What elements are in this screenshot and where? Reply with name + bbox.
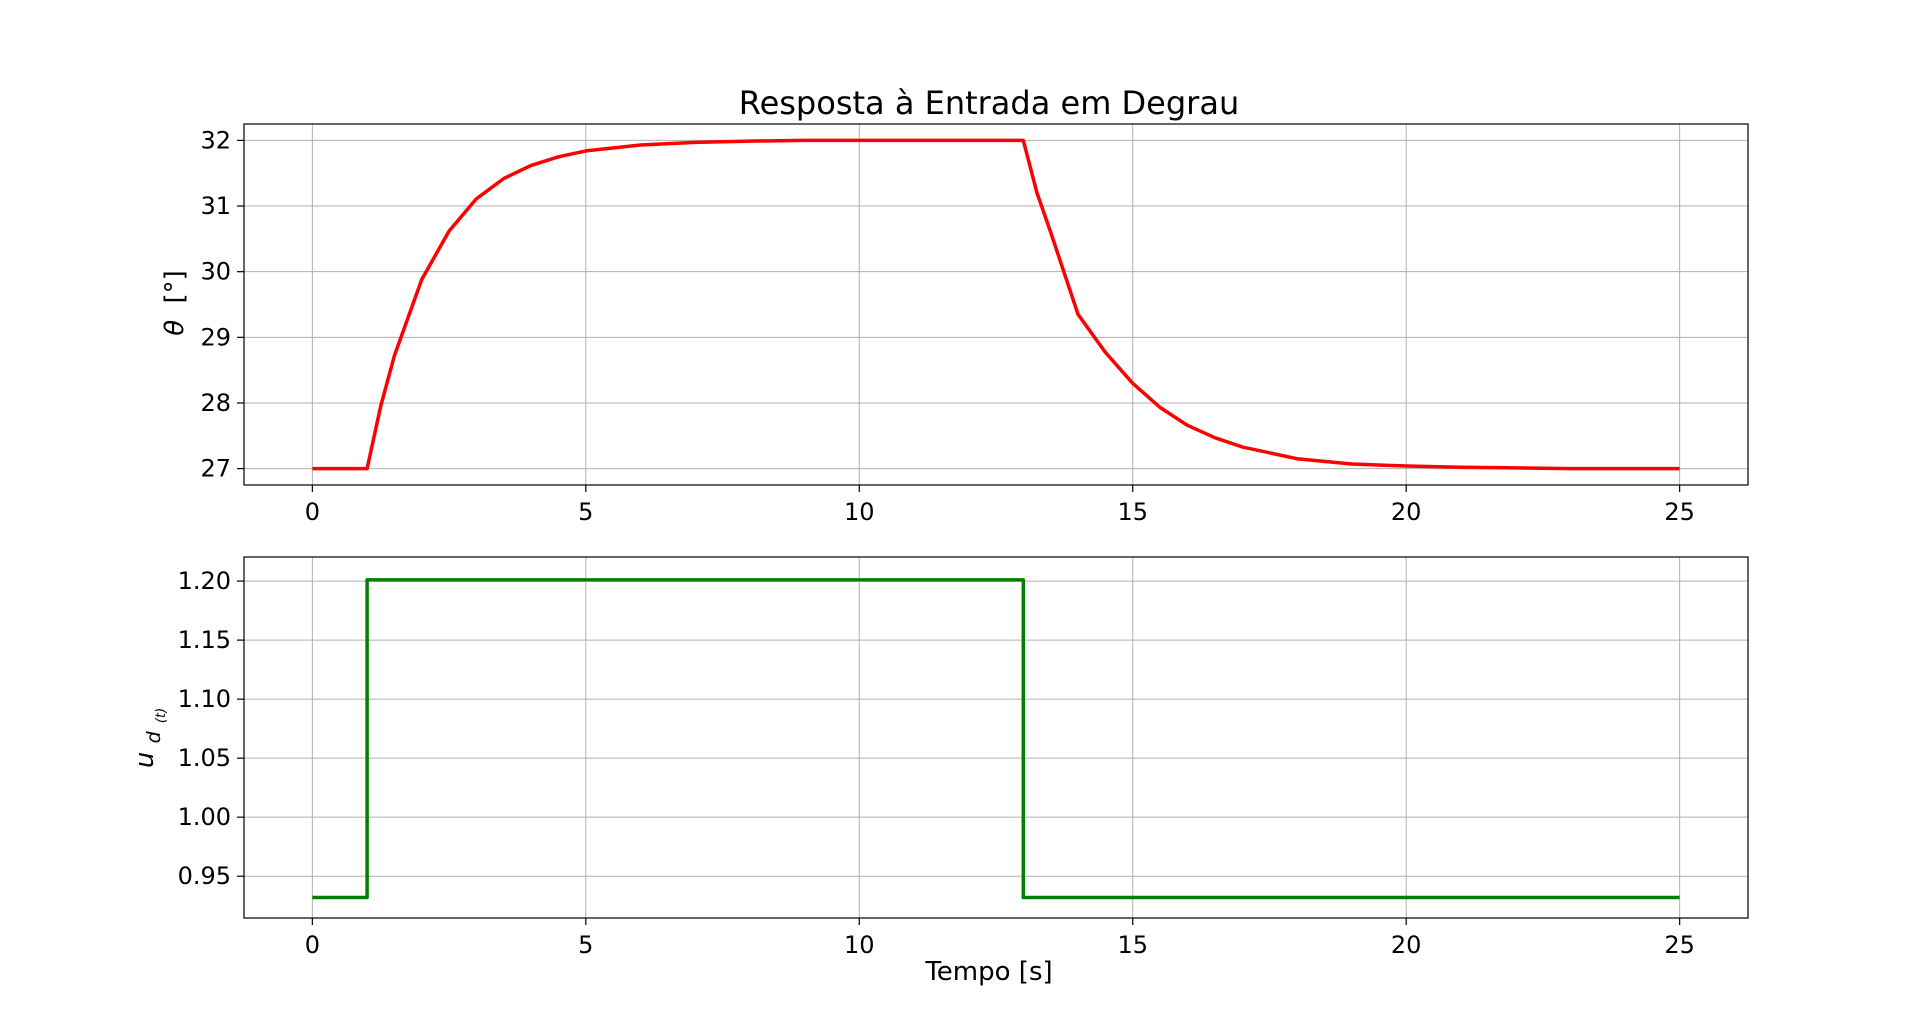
x-tick-label: 5 [578, 498, 593, 526]
axes-frame [243, 556, 1749, 919]
theta-y-axis-label: θ [°] [160, 270, 190, 335]
y-tick-label: 1.20 [178, 567, 231, 595]
y-tick-label: 27 [200, 455, 231, 483]
x-tick-label: 10 [844, 498, 875, 526]
x-tick-label: 25 [1664, 931, 1695, 959]
control-input-line [312, 578, 1680, 900]
y-tick-label: 1.15 [178, 626, 231, 654]
control-y-axis-label: u d (t) [130, 708, 169, 768]
y-tick-label: 29 [200, 323, 231, 351]
y-tick-label: 0.95 [178, 862, 231, 890]
theta-response-line [312, 138, 1680, 471]
u-symbol: u [130, 752, 160, 768]
y-tick-label: 28 [200, 389, 231, 417]
x-tick-label: 15 [1117, 498, 1148, 526]
y-tick-label: 31 [200, 192, 231, 220]
y-tick-label: 1.00 [178, 803, 231, 831]
t-subsubscript: (t) [154, 708, 169, 723]
control-input-subplot: 0 5 10 15 20 25 0.95 1.00 1.05 1.10 1.15 1.20 [178, 556, 1749, 959]
x-tick-label: 0 [305, 931, 320, 959]
y-tick-label: 32 [200, 126, 231, 154]
x-tick-label: 5 [578, 931, 593, 959]
x-tick-label: 20 [1391, 931, 1422, 959]
theta-unit: [°] [160, 270, 190, 303]
chart-title: Resposta à Entrada em Degrau [739, 84, 1239, 122]
x-tick-label: 10 [844, 931, 875, 959]
d-subscript: d [143, 730, 165, 743]
x-tick-label: 15 [1117, 931, 1148, 959]
theta-symbol: θ [160, 320, 190, 336]
x-axis-label: Tempo [s] [924, 957, 1052, 987]
theta-subplot: 0 5 10 15 20 25 27 28 29 30 31 32 [200, 123, 1749, 526]
x-tick-label: 0 [305, 498, 320, 526]
y-tick-label: 30 [200, 258, 231, 286]
x-tick-label: 20 [1391, 498, 1422, 526]
y-tick-label: 1.10 [178, 685, 231, 713]
x-tick-label: 25 [1664, 498, 1695, 526]
y-tick-label: 1.05 [178, 744, 231, 772]
axes-frame [243, 123, 1749, 486]
